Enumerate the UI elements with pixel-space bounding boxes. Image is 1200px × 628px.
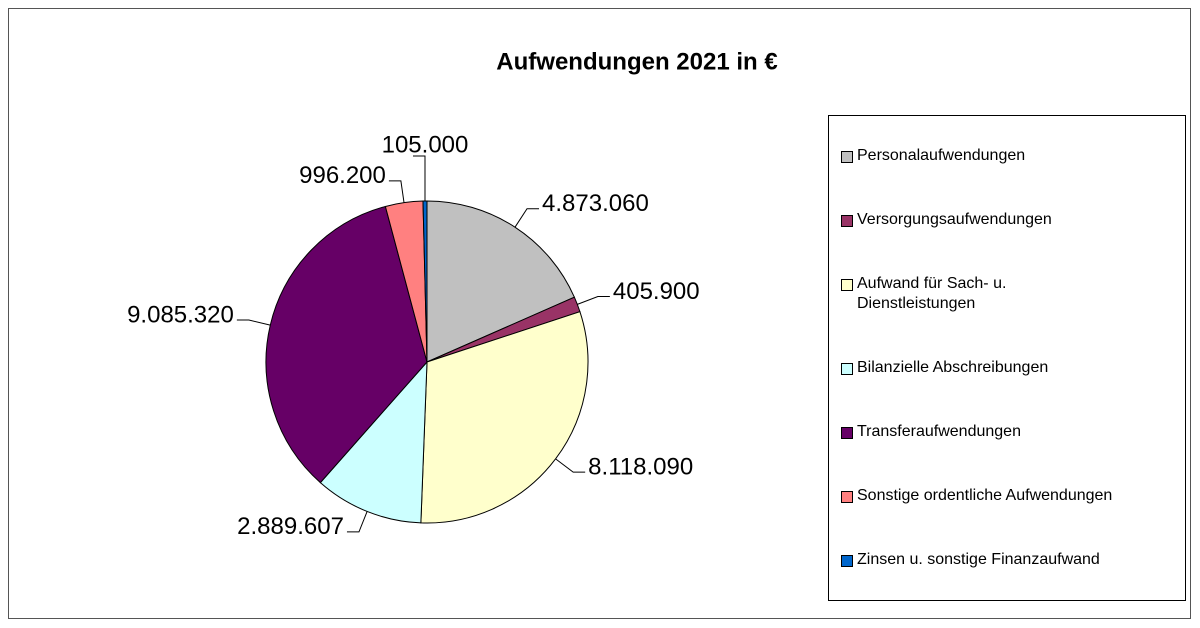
legend-label: Zinsen u. sonstige Finanzaufwand [857,551,1100,568]
chart-frame [8,8,1191,619]
legend-entry: Bilanzielle Abschreibungen [841,358,1185,378]
legend-label: Versorgungsaufwendungen [857,211,1052,228]
legend-swatch [841,215,853,227]
legend-swatch [841,363,853,375]
legend-entry: Aufwand für Sach- u. Dienstleistungen [841,274,1185,314]
legend-swatch [841,491,853,503]
leader-line [388,180,405,203]
leader-line [577,295,610,305]
legend-entry: Versorgungsaufwendungen [841,210,1185,230]
legend-label: Aufwand für Sach- u. Dienstleistungen [857,275,1007,312]
legend-label: Personalaufwendungen [857,147,1026,164]
data-label: 8.118.090 [588,453,693,480]
leader-line [412,155,426,202]
leader-line [514,208,540,228]
data-label: 405.900 [613,278,700,305]
leader-line [346,511,368,533]
legend-swatch [841,151,853,163]
legend-swatch [841,555,853,567]
legend-swatch [841,427,853,439]
legend-swatch [841,279,853,291]
data-label: 996.200 [299,162,386,189]
data-label: 4.873.060 [542,190,649,217]
leader-line [236,319,271,326]
chart-title: Aufwendungen 2021 in € [496,48,777,75]
legend-entry: Zinsen u. sonstige Finanzaufwand [841,550,1185,570]
pie-slice [420,311,589,524]
pie-slice [319,360,428,524]
data-label: 2.889.607 [237,513,344,540]
leader-line [555,458,586,473]
legend-label: Bilanzielle Abschreibungen [857,359,1049,376]
data-label: 105.000 [382,131,469,158]
legend-entry: Transferaufwendungen [841,422,1185,442]
legend-entry: Sonstige ordentliche Aufwendungen [841,486,1185,506]
data-label: 9.085.320 [127,301,234,328]
legend-label: Sonstige ordentliche Aufwendungen [857,487,1113,504]
legend: Personalaufwendungen Versorgungsaufwendun… [828,115,1186,601]
legend-entry: Personalaufwendungen [841,146,1185,166]
legend-label: Transferaufwendungen [857,423,1021,440]
pie-slice [265,205,428,484]
